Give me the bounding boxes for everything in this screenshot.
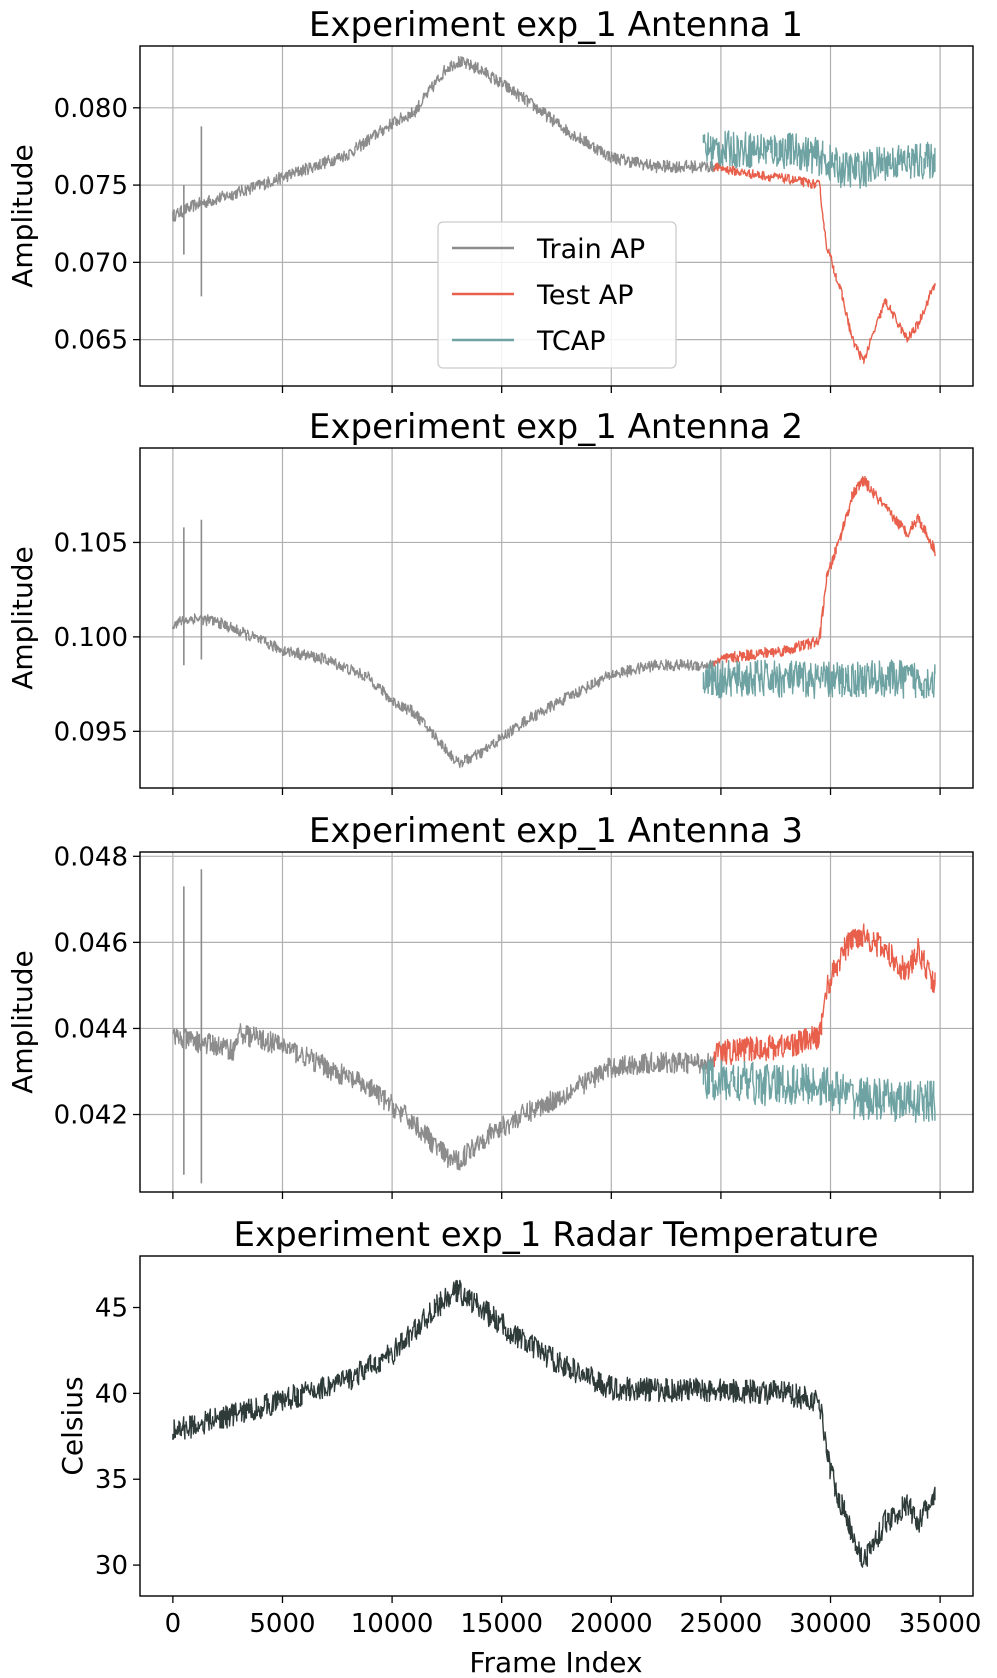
y-tick-label-2: 0.105 [54, 528, 128, 558]
plot-frame-3 [139, 851, 974, 1193]
y-axis-label-4: Celsius [56, 1376, 89, 1475]
ticks-2: 0.095 0.100 0.105 [54, 528, 941, 795]
plot-background-3 [140, 852, 973, 1192]
plot-background-2 [140, 448, 973, 788]
series-layer-2 [172, 475, 936, 769]
x-tick-label-5: 25000 [680, 1609, 763, 1639]
y-tick-label-2: 0.075 [54, 171, 128, 201]
plot-background-4 [140, 1256, 973, 1596]
panel-antenna-2: 0.095 0.100 0.105 Experiment exp_1 Antenna… [6, 407, 974, 795]
panel-antenna-1: 0.065 0.070 0.075 0.080 Experiment exp_1 An… [6, 5, 974, 393]
x-tick-label-0: 0 [165, 1609, 182, 1639]
chart-title-4: Experiment exp_1 Radar Temperature [233, 1215, 878, 1255]
legend-box [437, 221, 677, 369]
y-tick-label-1: 35 [95, 1465, 128, 1495]
panel-antenna-3: 0.042 0.044 0.046 0.048 Experiment exp_1 An… [6, 811, 974, 1199]
legend-label-tcap: TCAP [536, 326, 606, 357]
y-tick-label-0: 0.095 [54, 717, 128, 747]
series-tcap [702, 1059, 936, 1123]
y-tick-label-3: 0.048 [54, 842, 128, 872]
y-tick-label-2: 0.046 [54, 928, 128, 958]
grid-3 [140, 852, 973, 1192]
series-train-ap [172, 613, 715, 769]
x-tick-label-4: 20000 [570, 1609, 653, 1639]
y-tick-label-1: 0.070 [54, 248, 128, 278]
x-tick-label-3: 15000 [460, 1609, 543, 1639]
series-train-ap [172, 56, 715, 222]
series-layer-3 [172, 869, 936, 1184]
series-test-ap [713, 923, 936, 1067]
x-tick-label-2: 10000 [351, 1609, 434, 1639]
series-test-ap [713, 162, 936, 364]
y-tick-label-3: 45 [95, 1294, 128, 1324]
ticks-3: 0.042 0.044 0.046 0.048 [54, 842, 941, 1199]
y-tick-label-1: 0.100 [54, 623, 128, 653]
plot-frame-2 [139, 447, 974, 789]
y-axis-label-2: Amplitude [6, 546, 39, 690]
x-tick-label-7: 35000 [899, 1609, 982, 1639]
plot-frame-1 [139, 45, 974, 387]
x-tick-label-6: 30000 [789, 1609, 872, 1639]
series-tcap [702, 130, 936, 189]
y-tick-label-3: 0.080 [54, 94, 128, 124]
series-layer-1 [172, 56, 936, 364]
series-tcap [702, 659, 936, 699]
y-tick-label-0: 0.065 [54, 326, 128, 356]
legend-label-test: Test AP [536, 280, 634, 311]
legend: Train AP Test AP TCAP [437, 221, 677, 369]
legend-label-train: Train AP [536, 234, 645, 265]
y-tick-label-0: 0.042 [54, 1101, 128, 1131]
chart-title-1: Experiment exp_1 Antenna 1 [309, 5, 803, 45]
series-temperature [172, 1279, 936, 1568]
grid-2 [140, 448, 973, 788]
series-layer-4 [172, 1279, 936, 1568]
x-axis-label: Frame Index [469, 1646, 642, 1678]
chart-title-2: Experiment exp_1 Antenna 2 [309, 407, 803, 447]
series-test-ap [713, 475, 936, 667]
ticks-4: 30 35 40 45 0 5000 10000 15000 20000 25000 30000 35… [95, 1294, 982, 1639]
ticks-1: 0.065 0.070 0.075 0.080 [54, 94, 941, 393]
y-tick-label-1: 0.044 [54, 1014, 128, 1044]
chart-title-3: Experiment exp_1 Antenna 3 [309, 811, 803, 851]
y-axis-label-3: Amplitude [6, 950, 39, 1094]
series-train-ap [172, 1023, 715, 1171]
y-tick-label-2: 40 [95, 1379, 128, 1409]
y-tick-label-0: 30 [95, 1551, 128, 1581]
panel-temperature: 30 35 40 45 0 5000 10000 15000 20000 25000 30000 35… [56, 1215, 981, 1678]
y-axis-label-1: Amplitude [6, 144, 39, 288]
x-tick-label-1: 5000 [249, 1609, 315, 1639]
plot-frame-4 [139, 1255, 974, 1597]
